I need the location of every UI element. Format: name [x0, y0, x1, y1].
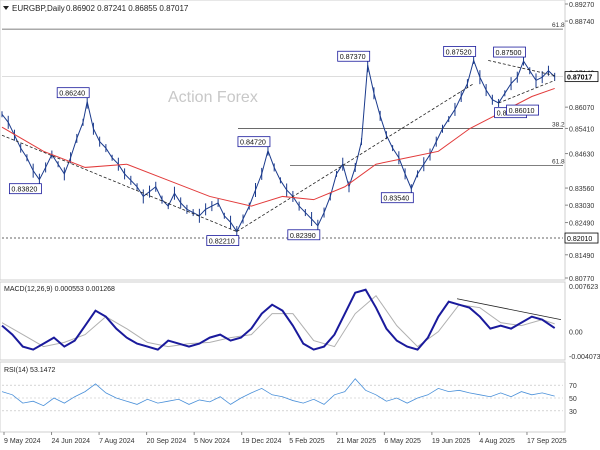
- trendline-top[interactable]: [488, 60, 555, 76]
- triangle-down-icon[interactable]: [3, 6, 9, 10]
- x-tick-label: 9 May 2024: [4, 438, 41, 445]
- price-layer: 0.892700.887400.871400.860700.854100.846…: [1, 2, 599, 283]
- rsi-title: RSI(14) 53.1472: [4, 367, 55, 374]
- price-y-tick-label: 0.84630: [569, 152, 594, 159]
- price-annotation-box: [56, 87, 90, 99]
- price-y-tick-label: 0.80770: [569, 276, 594, 283]
- price-y-tick-label: 0.81490: [569, 253, 594, 260]
- current-price-label: 0.87017: [567, 75, 592, 82]
- x-tick-label: 5 Nov 2024: [194, 438, 230, 445]
- price-annotation-label: 0.82210: [209, 237, 235, 246]
- trendline-up-2025[interactable]: [236, 83, 474, 232]
- x-axis: 9 May 2024 24 Jun 2024 7 Aug 2024 20 Sep 20…: [3, 432, 567, 445]
- price-annotation-box: [287, 229, 321, 241]
- price-annotation-label: 0.86240: [59, 89, 85, 98]
- price-annotation-box: [8, 183, 42, 195]
- price-annotation-box: [337, 50, 371, 62]
- price-annotation-box: [380, 192, 414, 204]
- price-series: [1, 58, 556, 233]
- price-y-tick-label: 0.85410: [569, 126, 594, 133]
- moving-average-line: [1, 87, 555, 207]
- rsi-y-tick-label: 70: [569, 383, 577, 390]
- chart-header: EURGBP,Daily 0.86902 0.87241 0.86855 0.8…: [3, 4, 189, 13]
- fib-label: 38.2: [552, 121, 565, 128]
- support-level-box: [564, 232, 599, 244]
- symbol-title: EURGBP,Daily: [12, 4, 65, 13]
- fib-label: 61.8: [552, 158, 565, 165]
- price-annotation-box: [493, 46, 526, 58]
- price-y-tick-label: 0.83560: [569, 186, 594, 193]
- price-annotation-box: [506, 104, 539, 116]
- price-y-tick-label: 0.89270: [569, 2, 594, 9]
- macd-signal-line: [1, 294, 555, 348]
- macd-main-line: [1, 288, 556, 351]
- price-annotation-label: 0.84720: [240, 138, 266, 147]
- price-annotation-label: 0.82390: [290, 231, 316, 240]
- macd-pane[interactable]: [0, 281, 566, 361]
- rsi-pane[interactable]: [0, 361, 566, 433]
- trendline-down-2024[interactable]: [1, 134, 237, 232]
- trendline-bottom[interactable]: [498, 80, 555, 104]
- current-price-box: [564, 71, 599, 83]
- macd-divergence-line[interactable]: [456, 298, 562, 321]
- macd-y-tick-label: 0.007623: [569, 284, 598, 291]
- fib-label: 61.8: [552, 22, 565, 29]
- x-tick-label: 19 Jun 2025: [432, 438, 471, 445]
- x-tick-label: 24 Jun 2024: [52, 438, 91, 445]
- price-y-tick-label: 0.88740: [569, 19, 594, 26]
- watermark: Action Forex: [168, 89, 258, 106]
- rsi-y-tick-label: 50: [569, 396, 577, 403]
- support-level-label: 0.82010: [567, 236, 592, 243]
- x-tick-label: 20 Sep 2024: [147, 438, 187, 445]
- price-annotation-label: 0.83820: [11, 185, 37, 194]
- x-tick-label: 19 Dec 2024: [242, 438, 282, 445]
- price-annotation-box: [443, 46, 477, 57]
- price-pane[interactable]: [0, 0, 566, 281]
- rsi-line: [1, 378, 555, 407]
- price-annotation-label: 0.86010: [509, 106, 535, 115]
- x-tick-label: 17 Sep 2025: [527, 438, 567, 445]
- rsi-y-tick-label: 30: [569, 409, 577, 416]
- macd-title: MACD(12,26,9) 0.000553 0.001268: [4, 286, 115, 293]
- x-tick-label: 6 May 2025: [384, 438, 421, 445]
- price-annotation-label: 0.87370: [340, 52, 366, 61]
- x-tick-label: 5 Feb 2025: [289, 438, 325, 445]
- price-y-tick-label: 0.86070: [569, 105, 594, 112]
- macd-y-tick-label: -0.004073: [569, 354, 600, 361]
- x-tick-label: 4 Aug 2025: [479, 438, 515, 445]
- macd-layer: MACD(12,26,9) 0.000553 0.001268 0.007623 0…: [1, 284, 600, 361]
- macd-y-tick-label: 0.00: [569, 330, 583, 337]
- price-y-tick-label: 0.82490: [569, 221, 594, 228]
- price-annotation-label: 0.83540: [383, 194, 409, 203]
- price-annotation-label: 0.87520: [446, 47, 472, 56]
- price-annotation-label: 0.87500: [496, 48, 522, 57]
- ohlc-readout: 0.86902 0.87241 0.86855 0.87017: [66, 4, 189, 13]
- x-tick-label: 7 Aug 2024: [99, 438, 135, 445]
- rsi-layer: RSI(14) 53.1472 70 50 30: [1, 367, 577, 416]
- price-annotation-box: [237, 136, 271, 148]
- x-tick-label: 21 Mar 2025: [337, 438, 376, 445]
- price-annotation-box: [206, 235, 240, 246]
- price-y-tick-label: 0.83030: [569, 203, 594, 210]
